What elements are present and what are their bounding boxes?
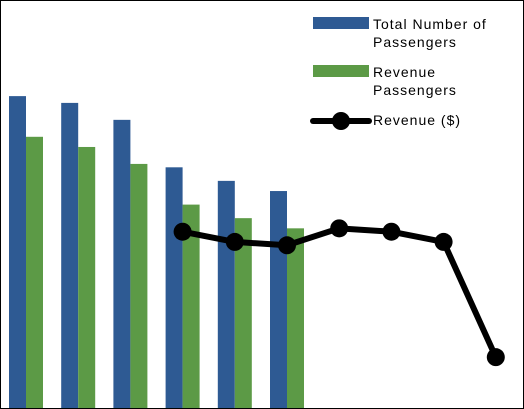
legend-item-2: Revenue Passengers <box>313 64 457 98</box>
legend-label-1: Total Number of Passengers <box>373 16 487 50</box>
revenue-point-6 <box>278 236 296 255</box>
legend-item-1: Total Number of Passengers <box>313 16 487 50</box>
bar-revenue-passengers-2 <box>78 146 96 408</box>
legend-item-3: Revenue ($) <box>310 112 461 130</box>
bar-revenue-passengers-5 <box>234 218 252 408</box>
bar-total-passengers-6 <box>270 191 287 408</box>
legend-swatch-marker <box>332 112 350 130</box>
chart-legend: Total Number of Passengers Revenue Passenge… <box>310 16 487 130</box>
legend-label-3: Revenue ($) <box>373 112 461 128</box>
line-layer <box>173 219 505 367</box>
bar-revenue-passengers-4 <box>182 204 200 408</box>
legend-swatch-1 <box>313 17 369 29</box>
revenue-point-4 <box>173 222 192 241</box>
bar-revenue-passengers-3 <box>130 163 148 408</box>
bar-total-passengers-1 <box>9 96 26 408</box>
bar-total-passengers-4 <box>165 167 183 408</box>
bar-revenue-passengers-1 <box>26 136 43 408</box>
revenue-point-5 <box>225 232 244 251</box>
revenue-point-9 <box>434 232 453 251</box>
legend-label-2: Revenue Passengers <box>373 64 457 98</box>
bar-total-passengers-3 <box>113 119 131 408</box>
bar-total-passengers-2 <box>61 102 79 408</box>
revenue-point-8 <box>382 222 401 241</box>
legend-swatch-2 <box>313 65 369 77</box>
revenue-point-10 <box>486 348 505 367</box>
revenue-point-7 <box>330 219 349 238</box>
bar-revenue-passengers-6 <box>287 228 304 408</box>
bars-layer <box>9 96 304 408</box>
bar-total-passengers-5 <box>217 180 235 408</box>
